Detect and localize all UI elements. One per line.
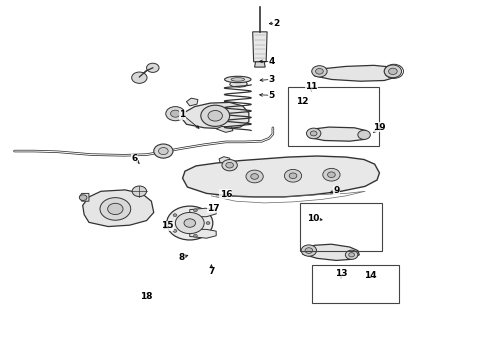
- Circle shape: [222, 159, 237, 171]
- Circle shape: [171, 110, 180, 117]
- Circle shape: [289, 173, 297, 179]
- Circle shape: [194, 234, 197, 237]
- Text: 18: 18: [140, 292, 153, 301]
- Polygon shape: [303, 244, 359, 260]
- Polygon shape: [183, 102, 249, 129]
- Circle shape: [323, 168, 340, 181]
- Ellipse shape: [231, 78, 245, 81]
- Circle shape: [358, 130, 370, 139]
- Circle shape: [132, 72, 147, 83]
- Circle shape: [389, 68, 397, 75]
- Polygon shape: [230, 81, 247, 87]
- Polygon shape: [216, 126, 233, 132]
- Circle shape: [201, 105, 230, 126]
- Text: 3: 3: [269, 75, 274, 84]
- Polygon shape: [253, 32, 267, 62]
- Text: 15: 15: [161, 221, 173, 230]
- Circle shape: [251, 174, 258, 179]
- Text: 6: 6: [131, 154, 138, 163]
- Circle shape: [167, 206, 213, 240]
- Polygon shape: [83, 190, 154, 226]
- Text: 5: 5: [269, 91, 274, 100]
- Circle shape: [310, 131, 317, 136]
- Circle shape: [194, 209, 197, 212]
- Circle shape: [305, 248, 313, 253]
- Polygon shape: [186, 98, 198, 106]
- Text: 7: 7: [208, 267, 215, 276]
- Circle shape: [175, 212, 204, 234]
- Circle shape: [345, 250, 358, 259]
- Circle shape: [173, 214, 177, 217]
- Text: 14: 14: [364, 271, 376, 280]
- Circle shape: [306, 128, 321, 139]
- Bar: [300, 203, 382, 251]
- Circle shape: [132, 186, 147, 197]
- Circle shape: [108, 203, 123, 215]
- Circle shape: [206, 222, 210, 224]
- Bar: [312, 265, 399, 303]
- Polygon shape: [183, 156, 379, 197]
- Circle shape: [173, 230, 177, 232]
- Polygon shape: [79, 193, 89, 201]
- Circle shape: [147, 63, 159, 72]
- Text: 12: 12: [296, 97, 309, 106]
- Text: 13: 13: [335, 269, 347, 278]
- Text: 11: 11: [305, 82, 318, 91]
- Circle shape: [328, 172, 335, 177]
- Circle shape: [154, 144, 173, 158]
- Polygon shape: [219, 157, 231, 164]
- Polygon shape: [312, 66, 398, 81]
- Circle shape: [301, 245, 317, 256]
- Text: 4: 4: [268, 57, 274, 66]
- Text: 10: 10: [307, 213, 319, 222]
- Circle shape: [316, 68, 323, 74]
- Text: 8: 8: [178, 253, 185, 262]
- Text: 2: 2: [273, 18, 279, 27]
- Circle shape: [284, 170, 302, 182]
- Polygon shape: [307, 127, 369, 141]
- Circle shape: [159, 148, 168, 154]
- Circle shape: [79, 195, 87, 201]
- Text: 9: 9: [333, 186, 340, 195]
- Text: 17: 17: [207, 204, 220, 213]
- Circle shape: [208, 111, 222, 121]
- Polygon shape: [190, 229, 216, 238]
- Polygon shape: [190, 208, 216, 217]
- Circle shape: [100, 198, 131, 220]
- Text: 1: 1: [179, 110, 186, 119]
- Circle shape: [312, 66, 327, 77]
- Polygon shape: [255, 62, 265, 67]
- Circle shape: [384, 65, 401, 78]
- Circle shape: [226, 162, 233, 168]
- Text: 19: 19: [373, 123, 386, 132]
- Text: 16: 16: [220, 190, 232, 199]
- Circle shape: [184, 219, 196, 227]
- Circle shape: [349, 253, 354, 257]
- Bar: [288, 86, 379, 147]
- Ellipse shape: [224, 76, 251, 83]
- Circle shape: [246, 170, 263, 183]
- Circle shape: [166, 107, 185, 121]
